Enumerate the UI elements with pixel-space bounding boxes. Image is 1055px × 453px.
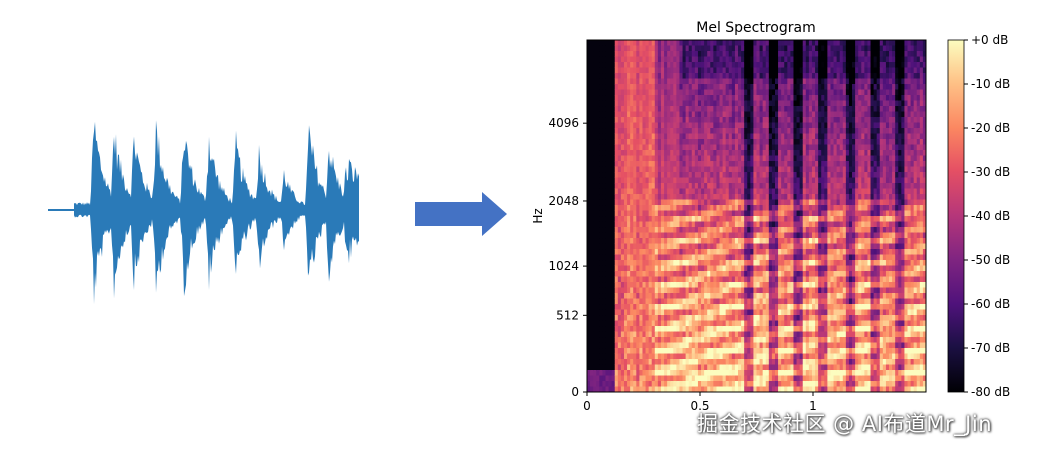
colorbar-ticks: +0 dB -10 dB -20 dB -30 dB -40 dB -50 dB -60 d… [964, 33, 1010, 399]
colorbar-tick-label: -30 dB [971, 165, 1010, 179]
y-tick-label: 512 [556, 308, 579, 322]
y-tick-label: 0 [571, 385, 579, 399]
colorbar-tick-label: -70 dB [971, 341, 1010, 355]
y-tick-label: 1024 [548, 259, 579, 273]
spectrogram-heatmap [587, 40, 927, 393]
colorbar-tick-label: -60 dB [971, 297, 1010, 311]
y-axis-label: Hz [531, 208, 545, 223]
colorbar-tick-label: -80 dB [971, 385, 1010, 399]
colorbar [947, 39, 965, 393]
plot-frame [586, 39, 927, 393]
colorbar-tick-label: -40 dB [971, 209, 1010, 223]
x-axis-ticks: 0 0.5 1 [583, 392, 817, 413]
watermark-text: 掘金技术社区 @ AI布道Mr_Jin [697, 412, 992, 436]
chart-title: Mel Spectrogram [696, 20, 815, 36]
colorbar-tick-label: +0 dB [971, 33, 1008, 47]
colorbar-tick-label: -10 dB [971, 77, 1010, 91]
y-tick-label: 2048 [548, 194, 579, 208]
x-tick-label: 1 [809, 399, 817, 413]
colorbar-tick-label: -50 dB [971, 253, 1010, 267]
y-axis-ticks: 0 512 1024 2048 4096 [548, 116, 587, 399]
colorbar-tick-label: -20 dB [971, 121, 1010, 135]
x-tick-label: 0 [583, 399, 591, 413]
audio-waveform-icon [48, 120, 359, 305]
waveform-signal [74, 120, 359, 305]
y-tick-label: 4096 [548, 116, 579, 130]
arrow-right-icon [415, 192, 507, 236]
x-tick-label: 0.5 [690, 399, 709, 413]
